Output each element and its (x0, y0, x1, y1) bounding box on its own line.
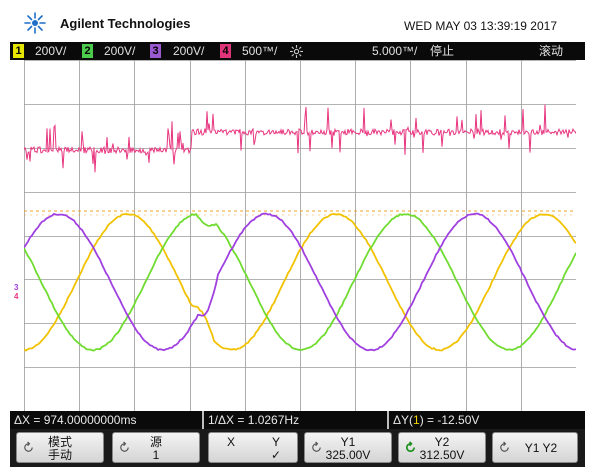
y1-softkey-value: 325.00V (325, 448, 371, 462)
channel-3-indicator[interactable]: 3 (150, 44, 161, 58)
y2-softkey-label: Y2 (434, 435, 450, 449)
y1-softkey-label: Y1 (340, 435, 356, 449)
delta-y-readout: ΔY(1) = -12.50V (393, 413, 480, 427)
rotate-knob-icon (120, 441, 129, 452)
waveform-display[interactable] (23, 60, 577, 412)
brand-name: Agilent Technologies (60, 16, 191, 31)
waveform-canvas (23, 60, 577, 412)
date-time: WED MAY 03 13:39:19 2017 (404, 19, 557, 33)
softkey-bar: 模式 手动 源 1 X Y ✓ Y1 325.00V Y2 312.50V Y1… (10, 429, 585, 467)
graticule (24, 60, 577, 412)
y1-y2-softkey[interactable]: Y1 Y2 (492, 432, 578, 463)
source-softkey-value: 1 (152, 448, 160, 462)
mode-softkey[interactable]: 模式 手动 (16, 432, 104, 463)
source-softkey[interactable]: 源 1 (112, 432, 200, 463)
channel-1-trace (23, 212, 577, 352)
channel-1-scale[interactable]: 200V/ (35, 44, 67, 58)
run-state[interactable]: 停止 (430, 44, 455, 58)
channel-2-scale[interactable]: 200V/ (104, 44, 136, 58)
sun-trigger-icon (290, 45, 303, 58)
status-bar: 1 200V/ 2 200V/ 3 200V/ 4 500™/ 5.000™/ … (10, 42, 585, 60)
rotate-knob-active-icon (405, 441, 416, 453)
y2-softkey[interactable]: Y2 312.50V (398, 432, 486, 463)
header-bar: Agilent Technologies WED MAY 03 13:39:19… (0, 0, 595, 40)
channel-2-indicator[interactable]: 2 (82, 44, 93, 58)
y-cursor-checkmark: ✓ (270, 448, 282, 462)
channel-3-trace (23, 212, 577, 352)
cursor-xy-softkey[interactable]: X Y ✓ (208, 432, 298, 463)
source-softkey-label: 源 (149, 435, 162, 449)
channel-4-indicator[interactable]: 4 (220, 44, 231, 58)
info-divider (387, 411, 389, 429)
info-divider (202, 411, 204, 429)
rotate-knob-icon (500, 441, 509, 452)
inverse-delta-x-readout: 1/ΔX = 1.0267Hz (208, 413, 300, 427)
y1-softkey[interactable]: Y1 325.00V (304, 432, 392, 463)
timebase-value[interactable]: 5.000™/ (372, 44, 418, 58)
channel-3-ground-marker[interactable]: 3 (14, 283, 19, 292)
channel-4-trace (23, 104, 577, 173)
delta-x-readout: ΔX = 974.00000000ms (14, 413, 137, 427)
y2-softkey-value: 312.50V (419, 448, 465, 462)
channel-1-indicator[interactable]: 1 (13, 44, 24, 58)
agilent-spark-logo-icon (24, 12, 46, 34)
y1-y2-softkey-label: Y1 Y2 (524, 441, 558, 455)
acquire-mode[interactable]: 滚动 (539, 44, 564, 58)
channel-3-scale[interactable]: 200V/ (173, 44, 205, 58)
rotate-knob-icon (24, 441, 33, 452)
channel-2-trace (23, 212, 577, 352)
channel-4-ground-marker[interactable]: 4 (14, 292, 19, 301)
mode-softkey-label: 模式 (47, 435, 72, 449)
channel-4-scale[interactable]: 500™/ (242, 44, 278, 58)
rotate-knob-icon (312, 441, 321, 452)
y-cursor-option: Y (271, 435, 280, 449)
cursor-info-bar: ΔX = 974.00000000ms 1/ΔX = 1.0267Hz ΔY(1… (10, 411, 585, 429)
x-cursor-option: X (226, 435, 235, 449)
mode-softkey-value: 手动 (47, 448, 72, 462)
